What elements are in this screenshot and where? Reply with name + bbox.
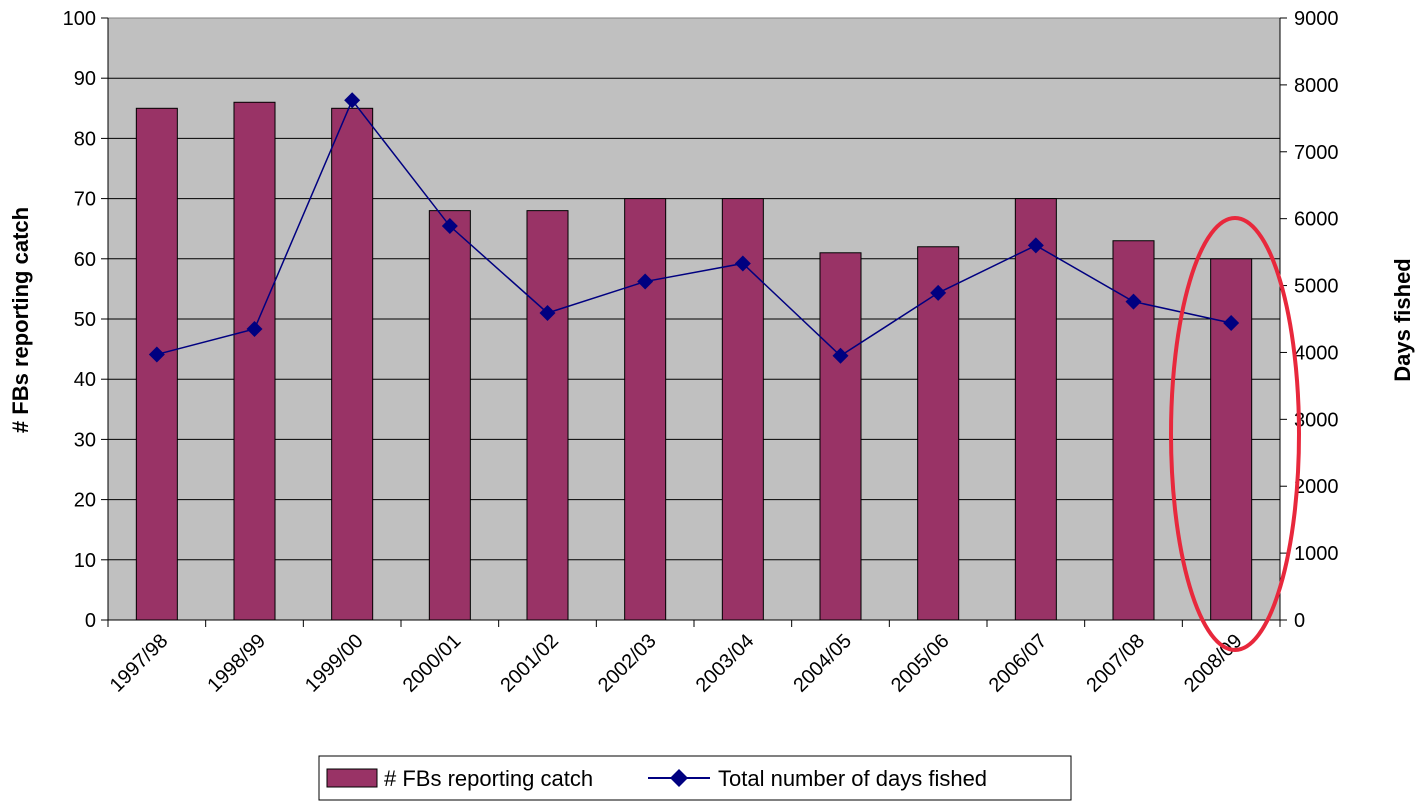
y-tick-label: 10 xyxy=(74,550,96,572)
line-point-marker xyxy=(148,346,165,363)
axes xyxy=(101,17,1287,627)
bar xyxy=(819,252,862,621)
bar xyxy=(624,198,667,621)
legend-line-label: Total number of days fished xyxy=(718,766,987,791)
line-point-marker xyxy=(1027,237,1044,254)
x-tick-label: 1999/00 xyxy=(301,630,368,697)
y-tick-label: 80 xyxy=(74,128,96,150)
line-point-marker xyxy=(344,92,361,109)
line-point-marker xyxy=(1223,315,1240,332)
series-line xyxy=(156,98,1232,357)
y-tick-label: 0 xyxy=(85,610,96,632)
bar xyxy=(526,210,569,621)
x-tick-labels: 1997/98 1998/99 1999/00 2000/01 2001/02 2002/… xyxy=(106,630,1247,697)
highlight-ellipse xyxy=(1169,216,1301,652)
y2-tick-label: 0 xyxy=(1294,610,1305,632)
line-point-marker xyxy=(734,255,751,272)
bar xyxy=(1014,198,1057,621)
line-point-marker xyxy=(637,273,654,290)
y-tick-label: 30 xyxy=(74,429,96,451)
x-tick-label: 2001/02 xyxy=(496,630,563,697)
y2-tick-label: 8000 xyxy=(1294,75,1339,97)
x-tick-label: 2004/05 xyxy=(789,630,856,697)
bar xyxy=(233,101,276,621)
line-series xyxy=(148,92,1240,364)
legend-box xyxy=(318,755,1072,801)
x-tick-label: 1997/98 xyxy=(106,630,173,697)
line-point-marker xyxy=(441,218,458,235)
x-tick-label: 1998/99 xyxy=(203,630,270,697)
y2-tick-labels: 0 1000 2000 3000 4000 5000 6000 7000 8000 9000 xyxy=(1294,8,1339,632)
line-point-marker xyxy=(246,321,263,338)
bar xyxy=(428,210,471,621)
legend-bar-swatch xyxy=(326,768,378,788)
bar xyxy=(331,107,374,621)
x-tick-label: 2006/07 xyxy=(985,630,1052,697)
y2-tick-label: 1000 xyxy=(1294,543,1339,565)
y2-tick-label: 3000 xyxy=(1294,409,1339,431)
y2-axis-title: Days fished xyxy=(1390,258,1415,382)
y-tick-label: 40 xyxy=(74,369,96,391)
x-tick-label: 2005/06 xyxy=(887,630,954,697)
bar xyxy=(917,246,960,621)
line-point-marker xyxy=(930,284,947,301)
y-tick-labels: 0 10 20 30 40 50 60 70 80 90 100 xyxy=(63,8,96,632)
y2-tick-label: 7000 xyxy=(1294,142,1339,164)
line-point-marker xyxy=(832,347,849,364)
y-tick-label: 20 xyxy=(74,490,96,512)
y-tick-label: 50 xyxy=(74,309,96,331)
y-axis-title: # FBs reporting catch xyxy=(8,207,33,433)
y-tick-label: 70 xyxy=(74,189,96,211)
legend: # FBs reporting catch Total number of da… xyxy=(318,755,1072,801)
x-tick-label: 2007/08 xyxy=(1082,630,1149,697)
line-point-marker xyxy=(539,304,556,321)
y-tick-label: 90 xyxy=(74,68,96,90)
y2-tick-label: 4000 xyxy=(1294,342,1339,364)
y-tick-label: 60 xyxy=(74,249,96,271)
y-tick-label: 100 xyxy=(63,8,96,30)
bar xyxy=(135,107,178,621)
y2-tick-label: 2000 xyxy=(1294,476,1339,498)
x-tick-label: 2003/04 xyxy=(692,630,759,697)
bar-series xyxy=(135,101,1253,621)
x-tick-label: 2002/03 xyxy=(594,630,661,697)
legend-bar-label: # FBs reporting catch xyxy=(384,766,593,791)
bar xyxy=(1210,258,1253,621)
y2-tick-label: 5000 xyxy=(1294,276,1339,298)
y2-tick-label: 6000 xyxy=(1294,209,1339,231)
line-point-marker xyxy=(1125,293,1142,310)
x-tick-label: 2000/01 xyxy=(399,630,466,697)
y2-tick-label: 9000 xyxy=(1294,8,1339,30)
legend-diamond-marker xyxy=(670,769,688,787)
